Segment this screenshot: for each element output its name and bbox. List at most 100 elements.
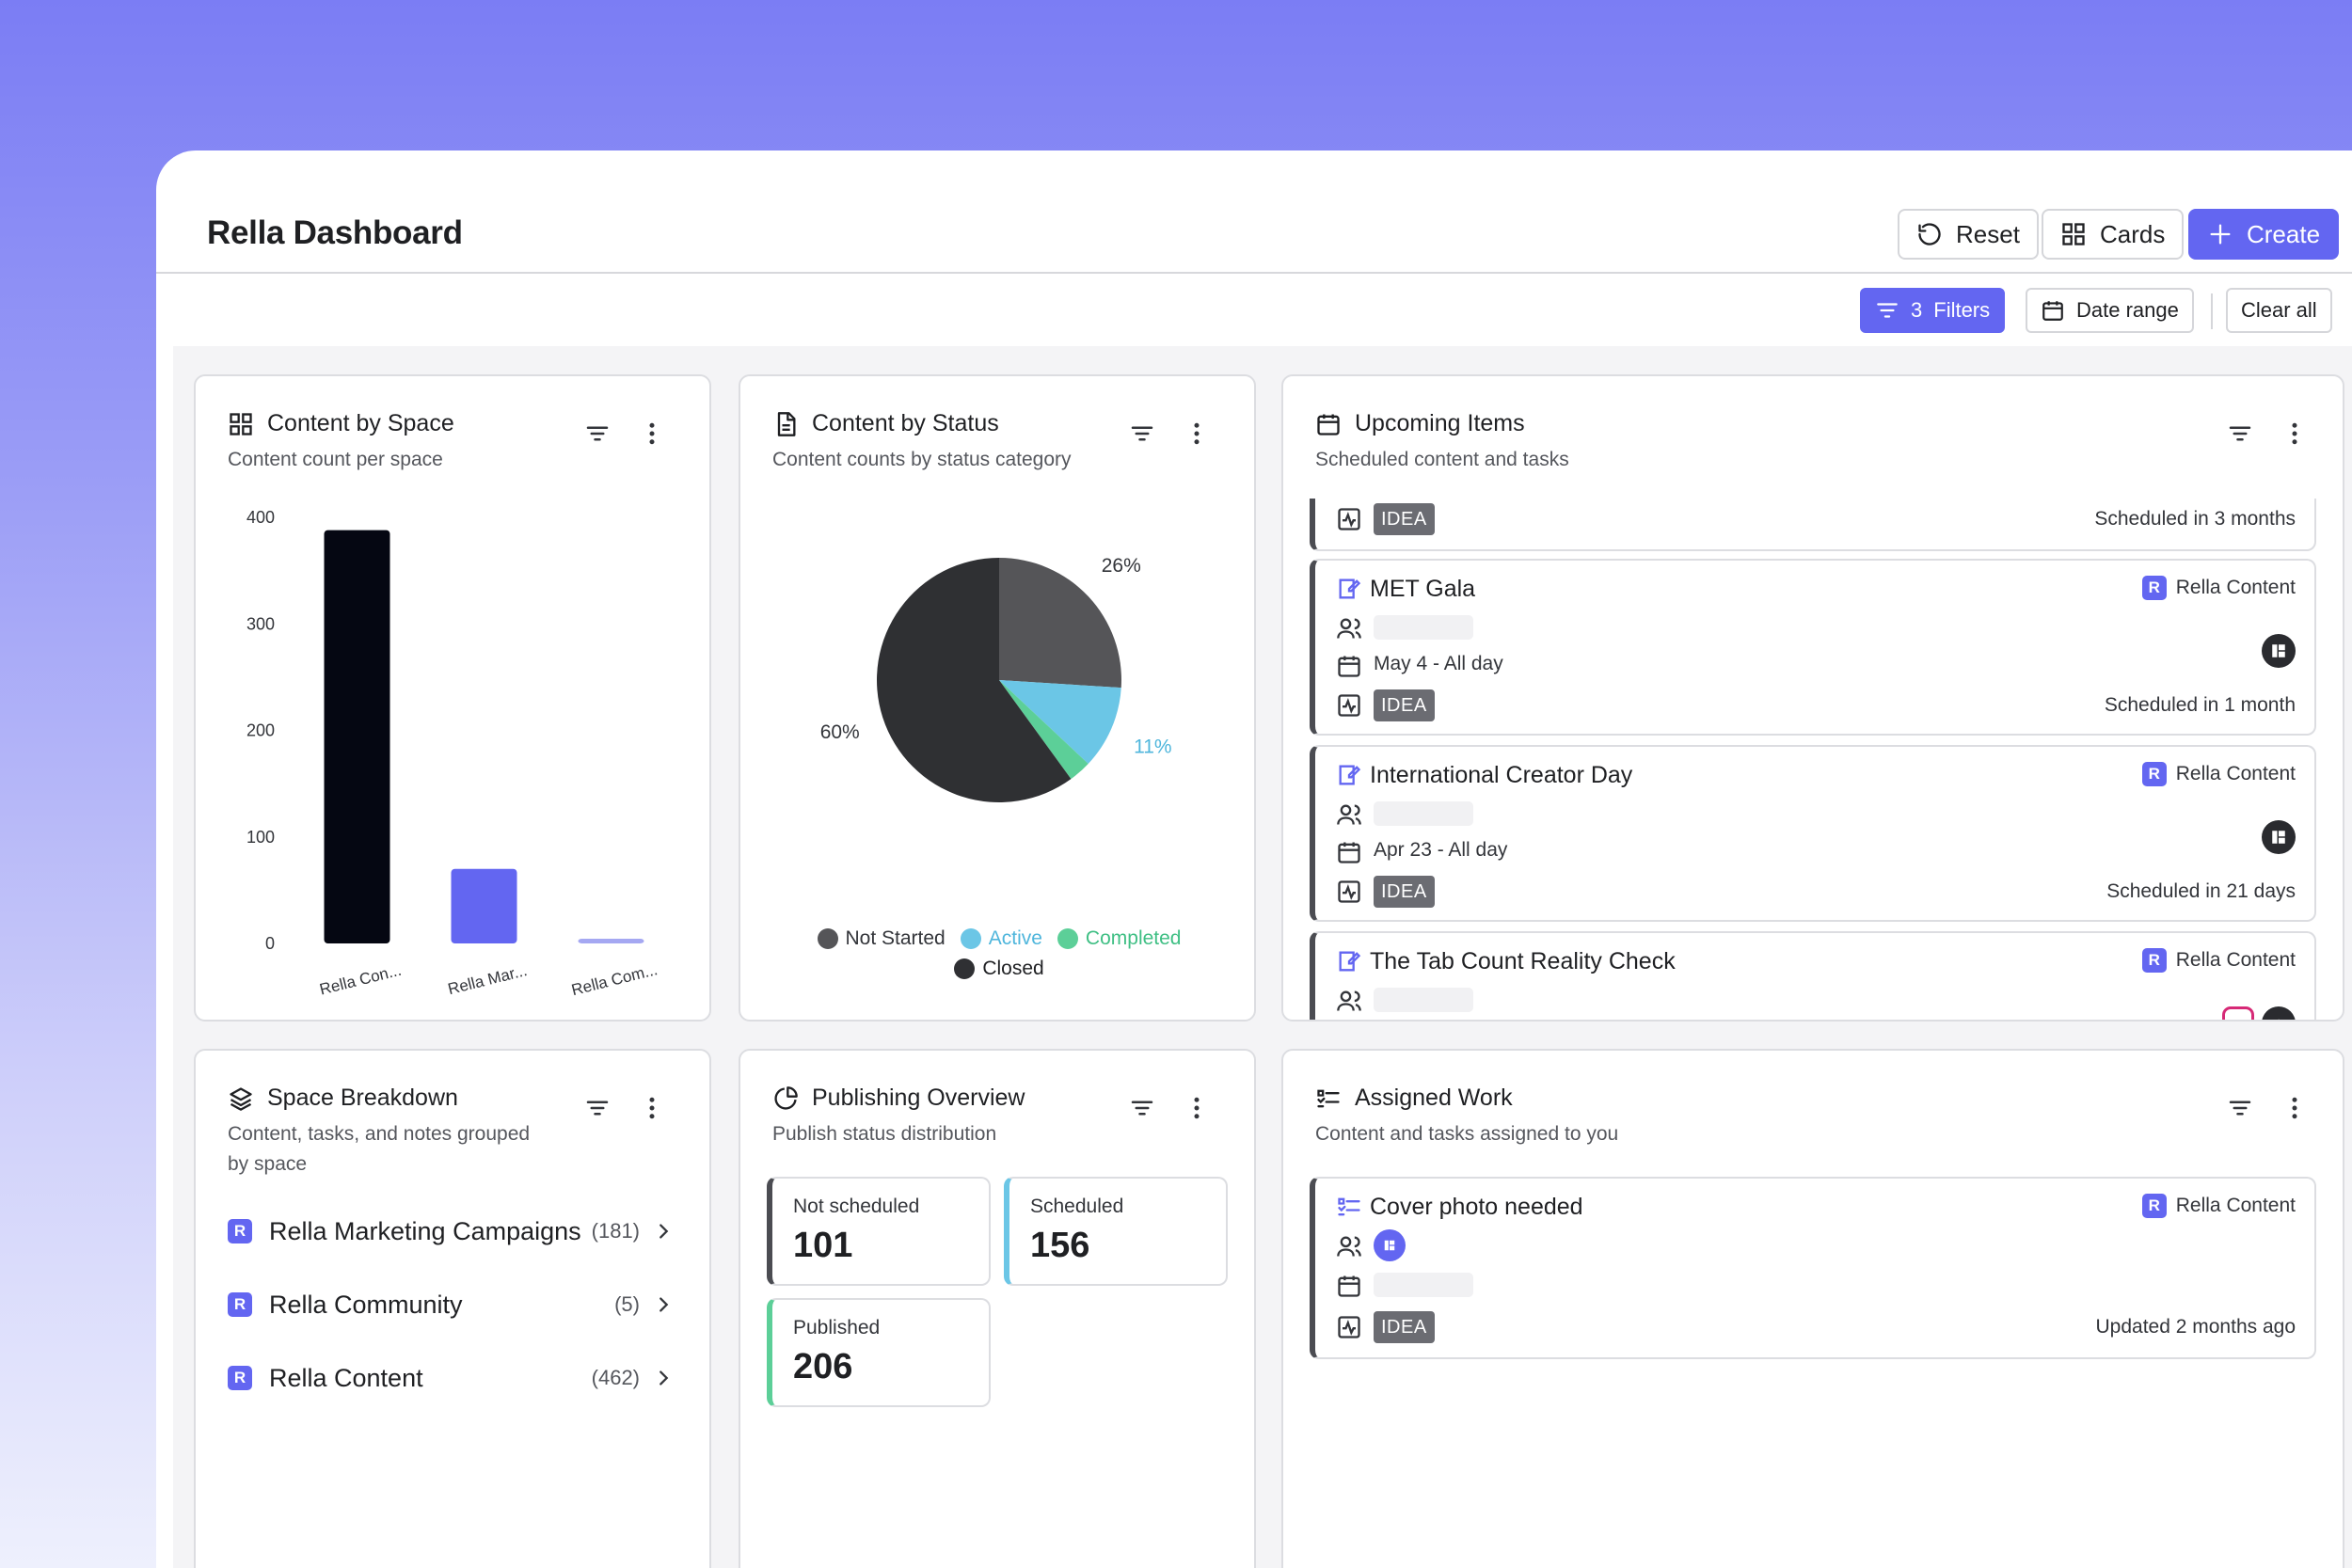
upcoming-item[interactable]: The Tab Count Reality Check R Rella Conte… [1310,931,2316,1020]
filter-icon[interactable] [2226,420,2254,448]
card-subtitle: Publish status distribution [772,1123,997,1145]
app-window: Rella Dashboard Reset Cards Create 3 Fil… [156,150,2352,1568]
users-icon [1337,618,1361,639]
filters-button[interactable]: 3 Filters [1860,288,2006,333]
stat-label: Published [793,1317,881,1338]
more-vertical-icon[interactable] [1183,1094,1211,1122]
space-badge: R [2141,576,2167,600]
item-title: The Tab Count Reality Check [1370,948,1676,974]
plus-icon [2210,224,2231,245]
pie-chart-icon [774,1085,798,1110]
filter-icon[interactable] [583,1094,612,1122]
upcoming-item[interactable]: International Creator Day R Rella Content… [1310,745,2316,922]
assignee-placeholder [1374,615,1473,640]
schedule-meta: Scheduled in 1 month [2104,694,2296,716]
item-title: International Creator Day [1370,762,1633,788]
subtitle-line: by space [228,1153,308,1175]
layers-icon [230,1086,252,1111]
assigned-work-card: Assigned Work Content and tasks assigned… [1281,1049,2344,1568]
legend-item-active: Active [960,927,1042,950]
edit-note-icon [1339,765,1361,785]
stat-published[interactable]: Published 206 [767,1298,991,1407]
idea-tag: IDEA [1374,503,1435,535]
bar [324,530,390,943]
filters-label: Filters [1933,298,1991,322]
reset-button[interactable]: Reset [1898,209,2039,260]
reset-icon [1918,223,1941,245]
assigned-item[interactable]: Cover photo needed R Rella Content IDEA U… [1310,1177,2316,1359]
date-placeholder [1374,1273,1473,1297]
card-title-text: Upcoming Items [1355,410,1525,436]
x-tick-label: Rella Con... [318,961,404,999]
more-vertical-icon[interactable] [1183,420,1211,448]
chevron-right-icon [660,1224,669,1239]
space-name: Rella Community [269,1290,463,1319]
create-label: Create [2247,219,2321,248]
card-title: Assigned Work [1315,1085,1513,1112]
calendar-icon [1338,656,1360,677]
avatar[interactable] [1374,1229,1406,1261]
activity-icon [1338,694,1360,717]
space-badge: R [228,1292,252,1317]
legend-item-closed: Closed [954,958,1044,980]
bar-chart: 0 100 200 300 400 Rella Con... Rella Mar... Rel… [246,508,660,999]
more-vertical-icon[interactable] [2280,1094,2309,1122]
space-name: Rella Content [2175,949,2296,971]
card-title: Space Breakdown [228,1085,458,1112]
more-vertical-icon[interactable] [2280,420,2309,448]
item-date: May 4 - All day [1374,653,1503,674]
clear-all-button[interactable]: Clear all [2226,288,2332,333]
task-list-icon [1317,1089,1340,1107]
date-range-button[interactable]: Date range [2026,288,2194,333]
stat-value: 156 [1030,1226,1090,1265]
pie-slice [999,680,1121,764]
space-count: (462) [591,1366,640,1389]
stat-value: 101 [793,1226,853,1265]
filter-icon[interactable] [1128,1094,1156,1122]
date-range-label: Date range [2076,298,2179,322]
more-vertical-icon[interactable] [638,420,666,448]
grid-icon [2062,223,2085,245]
space-row-marketing[interactable]: R Rella Marketing Campaigns (181) [228,1212,679,1250]
item-title: Cover photo needed [1370,1194,1583,1220]
users-icon [1337,1236,1361,1257]
card-actions [2226,1094,2309,1122]
bar [578,939,644,943]
task-list-icon [1338,1197,1360,1216]
card-title-text: Content by Status [812,410,999,436]
card-title: Upcoming Items [1315,410,1525,437]
cards-view-button[interactable]: Cards [2042,209,2185,260]
dashboard-grid: Content by Space Content count per space… [173,346,2352,1568]
create-button[interactable]: Create [2188,209,2340,260]
filter-icon[interactable] [583,420,612,448]
space-row-community[interactable]: R Rella Community (5) [228,1286,679,1323]
card-subtitle: Content and tasks assigned to you [1315,1123,1619,1145]
space-tag: R Rella Content [2141,948,2296,973]
space-count: (5) [614,1292,640,1316]
stat-label: Not scheduled [793,1196,920,1217]
idea-tag: IDEA [1374,876,1435,908]
tiktok-icon: ♪ [2262,1006,2296,1020]
space-name: Rella Content [2175,577,2296,598]
card-title: Publishing Overview [772,1085,1025,1112]
space-badge: R [2141,762,2167,786]
assignee-placeholder [1374,988,1473,1012]
filter-icon[interactable] [1128,420,1156,448]
filter-icon [1877,303,1898,318]
instagram-icon [2222,1006,2254,1020]
stat-scheduled[interactable]: Scheduled 156 [1004,1177,1228,1286]
upcoming-item[interactable]: IDEA Scheduled in 3 months [1310,499,2316,551]
pie-data-label: 60% [820,721,860,743]
subtitle-line: Content, tasks, and notes grouped [228,1123,531,1145]
publishing-overview-card: Publishing Overview Publish status distr… [739,1049,1256,1568]
legend-label: Not Started [845,927,946,949]
space-breakdown-card: Space Breakdown Content, tasks, and note… [194,1049,711,1568]
filter-icon[interactable] [2226,1094,2254,1122]
more-vertical-icon[interactable] [638,1094,666,1122]
filter-divider [2211,293,2213,329]
stat-not-scheduled[interactable]: Not scheduled 101 [767,1177,991,1286]
upcoming-item[interactable]: MET Gala R Rella Content May 4 - All day … [1310,559,2316,736]
grid-icon [230,412,252,436]
space-row-content[interactable]: R Rella Content (462) [228,1359,679,1397]
space-name: Rella Content [2175,763,2296,784]
